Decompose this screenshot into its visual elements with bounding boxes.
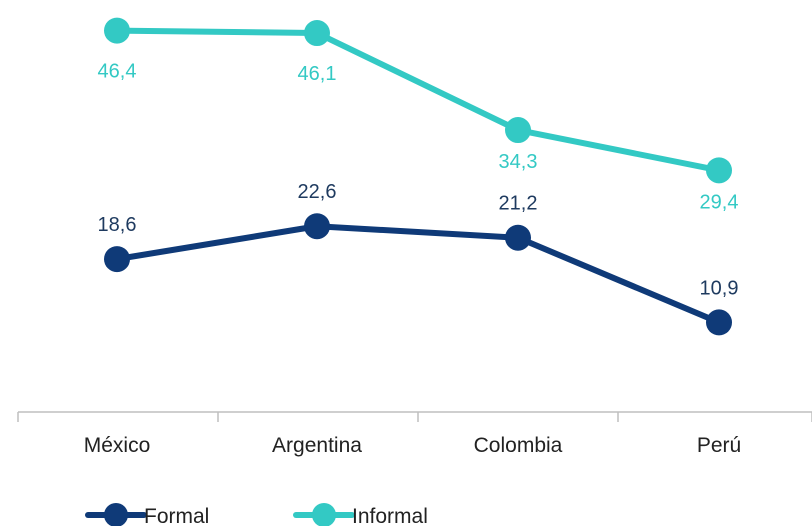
x-tick-label: Perú (697, 434, 741, 457)
series-line-formal (117, 226, 719, 322)
data-label-formal: 18,6 (98, 214, 137, 236)
data-label-formal: 21,2 (499, 193, 538, 215)
legend-swatch-marker (104, 503, 128, 526)
data-label-formal: 10,9 (700, 277, 739, 299)
legend-swatch-marker (312, 503, 336, 526)
series-line-informal (117, 31, 719, 171)
data-point-informal (505, 117, 531, 143)
data-label-informal: 29,4 (700, 191, 739, 213)
data-label-informal: 46,1 (298, 63, 337, 85)
data-point-informal (706, 157, 732, 183)
data-point-formal (505, 225, 531, 251)
data-point-formal (706, 309, 732, 335)
data-label-informal: 46,4 (98, 61, 137, 83)
x-tick-label: México (84, 434, 151, 457)
x-tick-label: Colombia (474, 434, 563, 457)
data-label-informal: 34,3 (499, 151, 538, 173)
legend-label-formal: Formal (144, 505, 209, 526)
data-point-informal (304, 20, 330, 46)
data-point-informal (104, 18, 130, 44)
data-point-formal (304, 213, 330, 239)
data-point-formal (104, 246, 130, 272)
x-tick-label: Argentina (272, 434, 362, 457)
legend-label-informal: Informal (352, 505, 428, 526)
data-label-formal: 22,6 (298, 181, 337, 203)
